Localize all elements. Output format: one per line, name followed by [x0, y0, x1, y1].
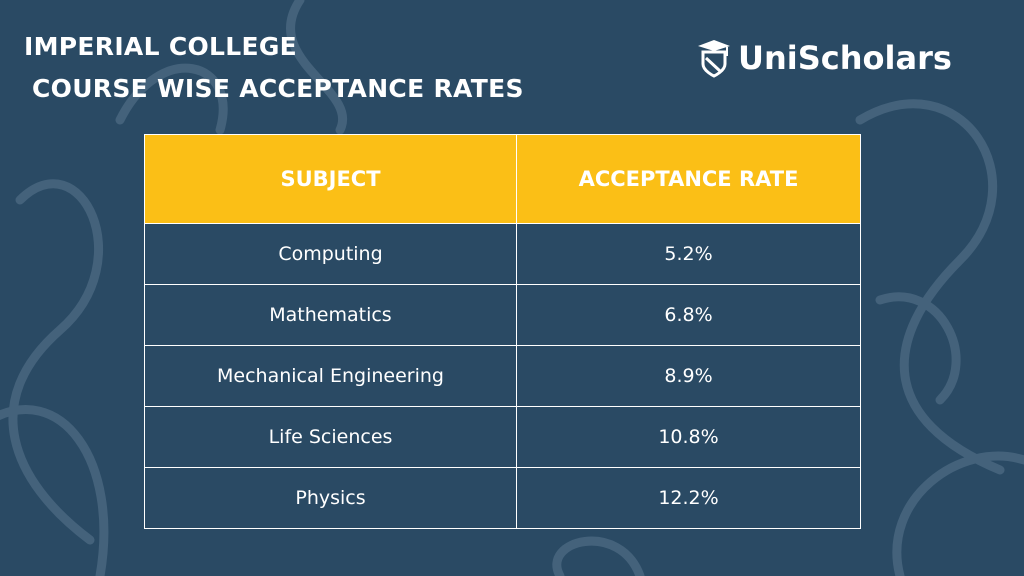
rate-cell: 12.2%	[516, 467, 861, 529]
table-row: Mechanical Engineering 8.9%	[144, 345, 861, 407]
title-line-2: COURSE WISE ACCEPTANCE RATES	[32, 74, 524, 103]
table-row: Physics 12.2%	[144, 467, 861, 529]
subject-cell: Mathematics	[144, 284, 517, 346]
subject-cell: Computing	[144, 223, 517, 285]
header-subject: SUBJECT	[144, 134, 517, 224]
acceptance-rate-table: SUBJECT ACCEPTANCE RATE Computing 5.2% Ma…	[144, 134, 861, 529]
subject-cell: Life Sciences	[144, 406, 517, 468]
table-row: Mathematics 6.8%	[144, 284, 861, 346]
subject-cell: Physics	[144, 467, 517, 529]
unischolars-logo: UniScholars	[696, 38, 952, 78]
logo-text: UniScholars	[738, 39, 952, 77]
table-header-row: SUBJECT ACCEPTANCE RATE	[144, 134, 861, 224]
subject-cell: Mechanical Engineering	[144, 345, 517, 407]
table-row: Life Sciences 10.8%	[144, 406, 861, 468]
rate-cell: 10.8%	[516, 406, 861, 468]
rate-cell: 5.2%	[516, 223, 861, 285]
header-acceptance-rate: ACCEPTANCE RATE	[516, 134, 861, 224]
title-line-1: IMPERIAL COLLEGE	[24, 32, 298, 61]
rate-cell: 8.9%	[516, 345, 861, 407]
rate-cell: 6.8%	[516, 284, 861, 346]
graduation-cap-shield-icon	[698, 40, 730, 78]
table-row: Computing 5.2%	[144, 223, 861, 285]
